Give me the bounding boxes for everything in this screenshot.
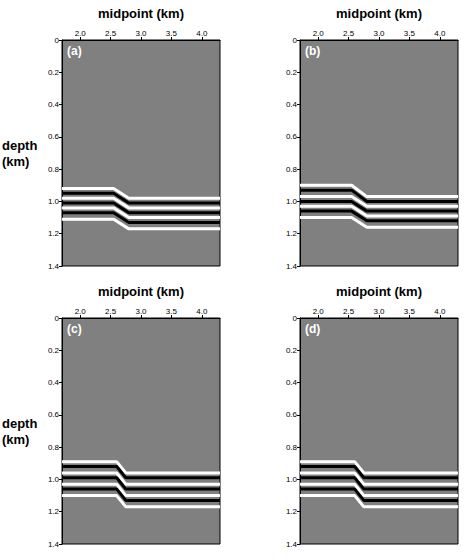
svg-text:(a): (a) (67, 44, 82, 58)
svg-text:(d): (d) (305, 322, 320, 336)
svg-text:(km): (km) (2, 154, 29, 169)
svg-text:1.2: 1.2 (48, 229, 60, 238)
svg-text:2.5: 2.5 (343, 29, 355, 38)
svg-text:0.2: 0.2 (48, 346, 60, 355)
svg-text:1.0: 1.0 (48, 475, 60, 484)
svg-text:2.0: 2.0 (313, 29, 325, 38)
svg-text:3.0: 3.0 (135, 307, 147, 316)
svg-text:4.0: 4.0 (196, 29, 208, 38)
svg-text:0.2: 0.2 (48, 68, 60, 77)
svg-text:depth: depth (2, 416, 37, 431)
svg-text:0.6: 0.6 (48, 410, 60, 419)
svg-text:3.0: 3.0 (373, 29, 385, 38)
svg-text:3.0: 3.0 (135, 29, 147, 38)
svg-text:1.4: 1.4 (286, 540, 298, 549)
svg-text:0.8: 0.8 (48, 165, 60, 174)
svg-text:1.4: 1.4 (48, 262, 60, 271)
svg-text:0.6: 0.6 (286, 410, 298, 419)
svg-text:0: 0 (55, 36, 60, 45)
svg-text:0.2: 0.2 (286, 346, 298, 355)
svg-text:1.2: 1.2 (48, 507, 60, 516)
svg-text:0: 0 (293, 314, 298, 323)
svg-text:0.6: 0.6 (286, 132, 298, 141)
svg-text:4.0: 4.0 (434, 29, 446, 38)
svg-text:midpoint (km): midpoint (km) (98, 284, 184, 299)
svg-text:3.5: 3.5 (404, 29, 416, 38)
svg-text:midpoint (km): midpoint (km) (98, 6, 184, 21)
svg-text:2.0: 2.0 (75, 307, 87, 316)
svg-text:midpoint (km): midpoint (km) (336, 284, 422, 299)
svg-text:2.5: 2.5 (105, 307, 117, 316)
svg-text:1.2: 1.2 (286, 507, 298, 516)
svg-text:2.0: 2.0 (313, 307, 325, 316)
svg-text:0.4: 0.4 (48, 100, 60, 109)
svg-text:0.4: 0.4 (48, 378, 60, 387)
svg-text:(c): (c) (67, 322, 82, 336)
svg-text:0.4: 0.4 (286, 378, 298, 387)
svg-text:0: 0 (293, 36, 298, 45)
svg-text:3.5: 3.5 (404, 307, 416, 316)
svg-text:4.0: 4.0 (434, 307, 446, 316)
svg-text:0.8: 0.8 (286, 443, 298, 452)
svg-text:3.5: 3.5 (166, 307, 178, 316)
svg-text:0: 0 (55, 314, 60, 323)
svg-text:0.8: 0.8 (48, 443, 60, 452)
svg-text:0.6: 0.6 (48, 132, 60, 141)
svg-text:1.0: 1.0 (286, 475, 298, 484)
svg-text:1.2: 1.2 (286, 229, 298, 238)
svg-text:3.0: 3.0 (373, 307, 385, 316)
svg-text:3.5: 3.5 (166, 29, 178, 38)
svg-text:0.4: 0.4 (286, 100, 298, 109)
svg-text:1.0: 1.0 (48, 197, 60, 206)
svg-text:(km): (km) (2, 432, 29, 447)
svg-text:1.4: 1.4 (48, 540, 60, 549)
svg-text:2.0: 2.0 (75, 29, 87, 38)
svg-text:0.2: 0.2 (286, 68, 298, 77)
svg-text:depth: depth (2, 138, 37, 153)
svg-text:2.5: 2.5 (105, 29, 117, 38)
svg-text:2.5: 2.5 (343, 307, 355, 316)
svg-text:(b): (b) (305, 44, 320, 58)
svg-text:4.0: 4.0 (196, 307, 208, 316)
svg-text:1.0: 1.0 (286, 197, 298, 206)
svg-text:midpoint (km): midpoint (km) (336, 6, 422, 21)
svg-text:1.4: 1.4 (286, 262, 298, 271)
svg-text:0.8: 0.8 (286, 165, 298, 174)
